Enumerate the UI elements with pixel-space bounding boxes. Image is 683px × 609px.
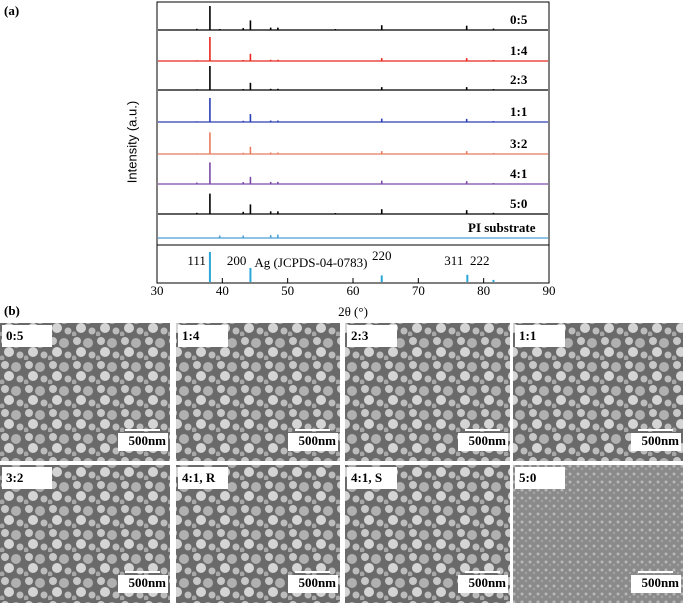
scale-box bbox=[118, 575, 168, 593]
reference-label: 222 bbox=[470, 253, 490, 268]
series-label: 0:5 bbox=[510, 12, 528, 27]
series-label: 4:1 bbox=[510, 166, 527, 181]
x-tick-label: 40 bbox=[216, 283, 229, 298]
label-box bbox=[515, 467, 565, 489]
x-axis-label: 2θ (°) bbox=[338, 304, 368, 319]
label-box bbox=[2, 325, 52, 347]
image-label: 1:4 bbox=[182, 328, 200, 343]
scale-label: 500nm bbox=[468, 433, 506, 448]
scale-box bbox=[458, 575, 508, 593]
scale-label: 500nm bbox=[468, 575, 506, 590]
series-label: 1:4 bbox=[510, 43, 528, 58]
series-label: 5:0 bbox=[510, 196, 527, 211]
scale-box bbox=[288, 433, 338, 451]
label-box bbox=[178, 325, 228, 347]
image-label: 2:3 bbox=[351, 328, 369, 343]
panel-label: (b) bbox=[4, 303, 20, 318]
series-label: 3:2 bbox=[510, 136, 527, 151]
series-label: 2:3 bbox=[510, 72, 528, 87]
scale-box bbox=[288, 575, 338, 593]
x-tick-label: 90 bbox=[543, 283, 556, 298]
image-label: 1:1 bbox=[519, 328, 536, 343]
reference-label: 220 bbox=[372, 248, 392, 263]
scale-box bbox=[631, 575, 681, 593]
image-label: 0:5 bbox=[6, 328, 24, 343]
image-label: 4:1, R bbox=[182, 470, 216, 485]
reference-label: 111 bbox=[187, 253, 206, 268]
x-tick-label: 60 bbox=[347, 283, 360, 298]
scale-label: 500nm bbox=[641, 433, 679, 448]
scale-label: 500nm bbox=[128, 575, 166, 590]
series-label: PI substrate bbox=[468, 220, 536, 235]
label-box bbox=[347, 467, 397, 489]
image-label: 3:2 bbox=[6, 470, 23, 485]
reference-label: 311 bbox=[444, 253, 463, 268]
image-label: 5:0 bbox=[519, 470, 536, 485]
x-tick-label: 30 bbox=[151, 283, 164, 298]
scale-box bbox=[631, 433, 681, 451]
image-label: 4:1, S bbox=[351, 470, 382, 485]
scale-label: 500nm bbox=[128, 433, 166, 448]
label-box bbox=[515, 325, 565, 347]
scale-box bbox=[458, 433, 508, 451]
scale-label: 500nm bbox=[298, 433, 336, 448]
panel-label: (a) bbox=[4, 3, 19, 18]
reference-label: 200 bbox=[227, 253, 247, 268]
plot-frame bbox=[156, 1, 550, 246]
label-box bbox=[2, 467, 52, 489]
x-tick-label: 80 bbox=[477, 283, 490, 298]
scale-label: 500nm bbox=[641, 575, 679, 590]
label-box bbox=[178, 467, 228, 489]
scale-label: 500nm bbox=[298, 575, 336, 590]
scale-box bbox=[118, 433, 168, 451]
y-axis-label: Intensity (a.u.) bbox=[124, 101, 139, 183]
series-label: 1:1 bbox=[510, 104, 527, 119]
reference-name: Ag (JCPDS-04-0783) bbox=[254, 255, 367, 270]
x-tick-label: 50 bbox=[281, 283, 294, 298]
label-box bbox=[347, 325, 397, 347]
x-tick-label: 70 bbox=[412, 283, 425, 298]
